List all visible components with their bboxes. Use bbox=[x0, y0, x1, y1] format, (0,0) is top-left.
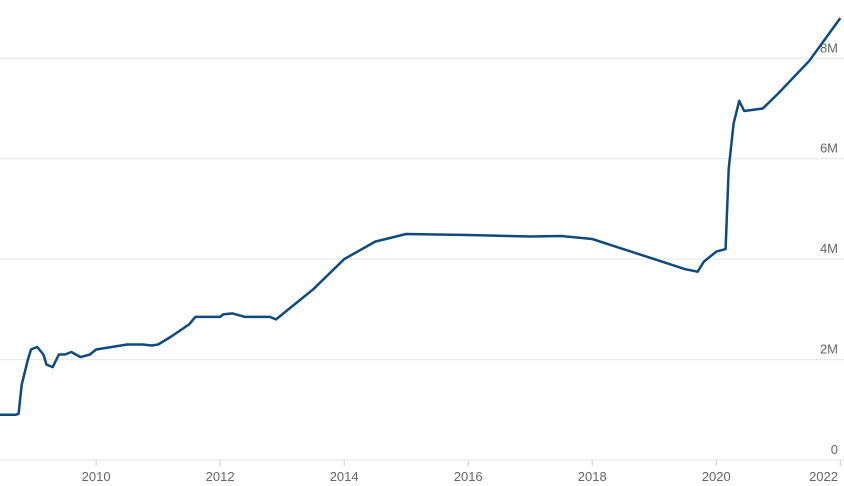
y-tick-label: 0 bbox=[831, 442, 838, 457]
y-tick-label: 2M bbox=[820, 342, 838, 357]
x-tick-label: 2016 bbox=[454, 469, 483, 484]
y-tick-label: 8M bbox=[820, 40, 838, 55]
y-tick-label: 4M bbox=[820, 241, 838, 256]
y-tick-label: 6M bbox=[820, 141, 838, 156]
x-tick-label: 2014 bbox=[330, 469, 359, 484]
x-tick-label: 2020 bbox=[702, 469, 731, 484]
x-tick-label: 2022 bbox=[809, 469, 838, 484]
data-line bbox=[0, 17, 842, 417]
x-tick-label: 2018 bbox=[578, 469, 607, 484]
x-tick-label: 2010 bbox=[82, 469, 111, 484]
x-tick-label: 2012 bbox=[206, 469, 235, 484]
